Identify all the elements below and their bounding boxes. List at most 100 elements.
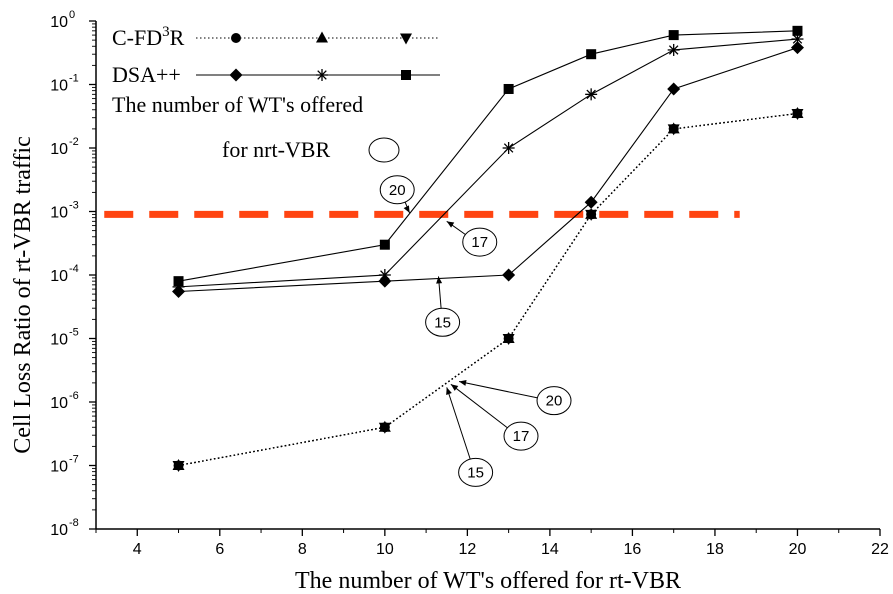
legend-marker-diamond — [229, 68, 243, 82]
data-point-triangle-down — [172, 461, 185, 472]
callout-layer: 20 17 15 20 17 15 — [379, 175, 572, 487]
data-point-triangle-down — [667, 124, 680, 136]
series-line — [178, 38, 798, 288]
y-tick-label: 10 — [50, 332, 68, 349]
data-point-triangle-down — [502, 334, 515, 345]
y-tick-label: 10 — [50, 395, 68, 412]
callout-arrowhead — [446, 221, 455, 228]
callout-label: 20 — [546, 393, 563, 410]
data-point-square — [792, 25, 803, 36]
series-line — [178, 30, 798, 282]
data-point-triangle-down — [378, 422, 391, 434]
series-cfd3r-15 — [173, 108, 803, 471]
y-tick-exponent: -1 — [69, 73, 79, 85]
y-tick-exponent: -3 — [69, 200, 79, 212]
data-point-triangle-down — [585, 209, 598, 221]
x-tick-label: 6 — [215, 541, 224, 558]
x-tick-label: 14 — [541, 541, 559, 558]
y-tick-exponent: 0 — [69, 9, 75, 21]
callout-leader — [446, 387, 471, 460]
data-point-square — [668, 30, 679, 41]
y-tick-exponent: -6 — [69, 390, 79, 402]
callout-label: 15 — [467, 464, 484, 481]
callout-bubble — [458, 457, 494, 487]
legend-note-line2: for nrt-VBR — [222, 137, 330, 162]
data-point-asterisk — [667, 43, 680, 56]
callout-nrt-15: 15 — [446, 387, 494, 487]
callout-bubble — [536, 386, 572, 416]
x-axis-title: The number of WT's offered for rt-VBR — [295, 568, 681, 594]
callout-bubble — [462, 227, 498, 257]
callout-bubble — [503, 421, 539, 451]
legend-marker-circle — [231, 33, 241, 43]
callout-arrowhead — [450, 384, 459, 391]
callout-nrt-17: 17 — [446, 220, 498, 257]
series-line — [178, 112, 798, 467]
data-point-square — [503, 83, 514, 94]
legend-entry-1: C-FD3R — [112, 24, 440, 50]
legend-marker-triangle-down — [400, 33, 412, 45]
series-dsa-20 — [173, 25, 803, 287]
callout-arrowhead — [459, 379, 467, 386]
callout-nrt-20: 20 — [459, 379, 572, 416]
callout-bubble — [425, 307, 461, 337]
x-tick-label: 18 — [706, 541, 724, 558]
callout-arrowhead — [436, 276, 443, 284]
callout-label: 17 — [513, 428, 530, 445]
legend-marker-asterisk — [316, 69, 328, 81]
y-tick-exponent: -7 — [69, 454, 79, 466]
data-point-square — [586, 49, 597, 60]
data-point-diamond — [790, 41, 804, 55]
data-point-asterisk — [502, 142, 515, 154]
legend-entry-2: DSA++ — [112, 62, 440, 87]
x-tick-label: 12 — [458, 541, 476, 558]
legend-marker-triangle-up — [316, 31, 328, 43]
data-point-diamond — [667, 82, 681, 96]
x-tick-label: 16 — [624, 541, 642, 558]
data-point-square — [173, 276, 184, 287]
legend-note-bubble — [368, 137, 400, 163]
callout-label: 20 — [389, 182, 406, 199]
data-point-triangle-down — [791, 108, 804, 120]
legend-marker-square — [401, 70, 411, 80]
y-tick-exponent: -8 — [69, 517, 79, 529]
y-tick-label: 10 — [50, 141, 68, 158]
data-point-square — [379, 239, 390, 250]
y-tick-label: 10 — [50, 205, 68, 222]
callout-label: 15 — [434, 314, 451, 331]
callout-label: 17 — [471, 234, 488, 251]
callout-arrowhead — [446, 387, 452, 395]
legend-note-line1: The number of WT's offered — [112, 92, 363, 117]
data-point-diamond — [502, 268, 516, 282]
y-tick-exponent: -4 — [69, 263, 79, 275]
y-axis-title: Cell Loss Ratio of rt-VBR traffic — [10, 136, 36, 454]
data-point-asterisk — [585, 88, 598, 101]
legend: C-FD3R DSA++ The number of WT's offered for… — [112, 24, 440, 163]
data-point-asterisk — [378, 269, 391, 281]
y-tick-label: 10 — [50, 268, 68, 285]
callout-nrt-20: 20 — [379, 175, 415, 214]
x-tick-label: 10 — [376, 541, 394, 558]
x-tick-label: 20 — [789, 541, 807, 558]
legend-label: DSA++ — [112, 62, 181, 87]
callout-leader — [450, 383, 509, 429]
y-tick-label: 10 — [50, 78, 68, 95]
callout-leader — [459, 381, 539, 399]
y-tick-exponent: -5 — [69, 327, 79, 339]
x-tick-label: 4 — [133, 541, 142, 558]
callout-bubble — [379, 175, 415, 205]
x-tick-label: 22 — [871, 541, 889, 558]
callout-nrt-15: 15 — [425, 276, 461, 337]
legend-label: C-FD3R — [112, 24, 185, 50]
y-tick-label: 10 — [50, 14, 68, 31]
y-tick-exponent: -2 — [69, 136, 79, 148]
callout-arrowhead — [403, 205, 410, 213]
y-tick-label: 10 — [50, 459, 68, 476]
callout-nrt-17: 17 — [450, 383, 539, 451]
y-tick-label: 10 — [50, 522, 68, 539]
x-tick-label: 8 — [298, 541, 307, 558]
series-cfd3r-20 — [172, 108, 804, 472]
series-line — [178, 47, 798, 293]
